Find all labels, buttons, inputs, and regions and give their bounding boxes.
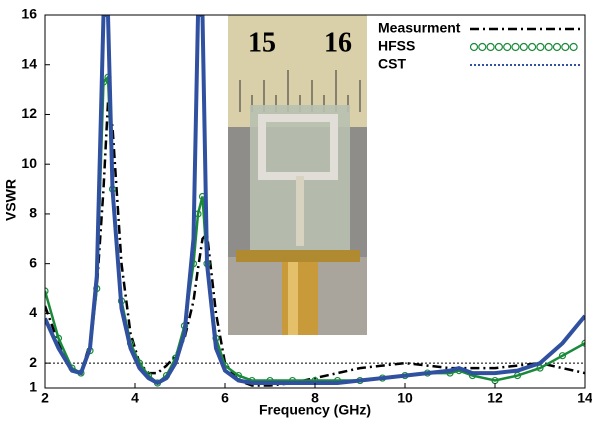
- legend-marker: [503, 42, 512, 52]
- x-axis-label: Frequency (GHz): [259, 402, 371, 418]
- series-marker: [45, 287, 49, 295]
- y-tick-label: 4: [29, 304, 37, 320]
- legend-marker: [478, 42, 487, 52]
- x-tick-label: 6: [221, 390, 229, 406]
- legend-marker: [494, 42, 503, 52]
- legend-marker: [569, 42, 578, 52]
- series-marker: [558, 352, 567, 360]
- legend-marker: [469, 42, 479, 52]
- y-tick-label: 2: [29, 354, 37, 370]
- x-tick-label: 14: [577, 390, 592, 406]
- x-tick-label: 4: [131, 390, 139, 406]
- legend-marker: [527, 42, 537, 52]
- y-tick-label: 12: [21, 105, 37, 121]
- y-axis-label: VSWR: [3, 179, 19, 221]
- x-tick-label: 12: [487, 390, 503, 406]
- legend-label: HFSS: [378, 38, 415, 54]
- y-tick-label: 16: [21, 6, 37, 22]
- inset-label: 16: [324, 27, 352, 58]
- y-tick-label: 6: [29, 254, 37, 270]
- y-tick-label: 10: [21, 155, 37, 171]
- legend-marker: [552, 42, 562, 52]
- legend-marker: [536, 42, 545, 52]
- legend-label: Measurment: [378, 20, 461, 36]
- plot-layer: [45, 15, 585, 387]
- legend-marker: [486, 42, 495, 52]
- legend-marker: [544, 42, 553, 52]
- y-tick-label: 14: [21, 55, 37, 71]
- y-tick-label: 8: [29, 205, 37, 221]
- legend-marker: [519, 42, 528, 52]
- x-tick-label: 8: [311, 390, 319, 406]
- legend-label: CST: [378, 56, 406, 72]
- inset-label: 15: [248, 27, 276, 58]
- x-tick-label: 10: [397, 390, 413, 406]
- y-tick-label: 1: [29, 379, 37, 395]
- series-line-peak: [45, 15, 585, 384]
- legend-marker: [511, 42, 520, 52]
- inset-photo: [228, 15, 367, 335]
- x-tick-label: 2: [41, 390, 49, 406]
- series-marker: [581, 339, 585, 347]
- legend-marker: [561, 42, 570, 52]
